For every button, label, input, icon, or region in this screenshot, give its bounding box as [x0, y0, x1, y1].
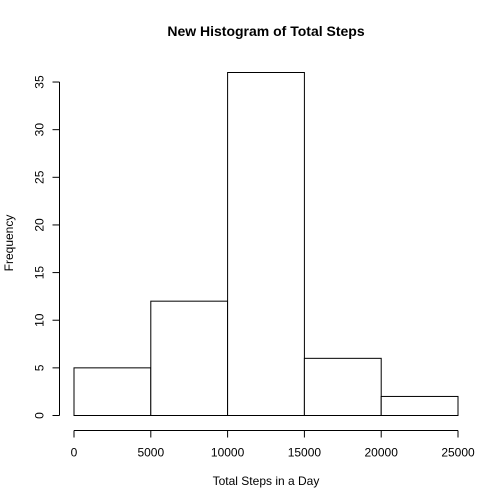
x-tick-label-2: 10000 [211, 446, 245, 460]
x-tick-label-1: 5000 [137, 446, 164, 460]
histogram-bar-0 [73, 367, 152, 417]
y-tick-label-5: 25 [33, 170, 47, 184]
y-axis: 0 5 10 15 20 25 30 35 [33, 75, 60, 419]
y-tick-label-3: 15 [33, 266, 47, 280]
y-tick-label-7: 35 [33, 75, 47, 89]
y-tick-label-0: 0 [33, 412, 47, 419]
histogram-bar-1 [150, 300, 229, 416]
x-tick-label-0: 0 [71, 446, 78, 460]
y-tick-label-1: 5 [33, 364, 47, 371]
y-axis-label: Frequency [2, 215, 16, 272]
x-tick-label-5: 25000 [441, 446, 475, 460]
x-tick-label-3: 15000 [288, 446, 322, 460]
bars-group [73, 72, 459, 417]
x-axis-label: Total Steps in a Day [213, 474, 320, 488]
x-tick-label-4: 20000 [365, 446, 399, 460]
y-tick-label-4: 20 [33, 218, 47, 232]
y-tick-label-6: 30 [33, 123, 47, 137]
x-axis: 0 5000 10000 15000 20000 25000 [71, 430, 475, 460]
histogram-bar-2 [227, 72, 305, 416]
chart-title: New Histogram of Total Steps [167, 23, 365, 39]
histogram-bar-4 [380, 395, 459, 417]
y-tick-label-2: 10 [33, 313, 47, 327]
histogram-bar-3 [303, 357, 382, 417]
